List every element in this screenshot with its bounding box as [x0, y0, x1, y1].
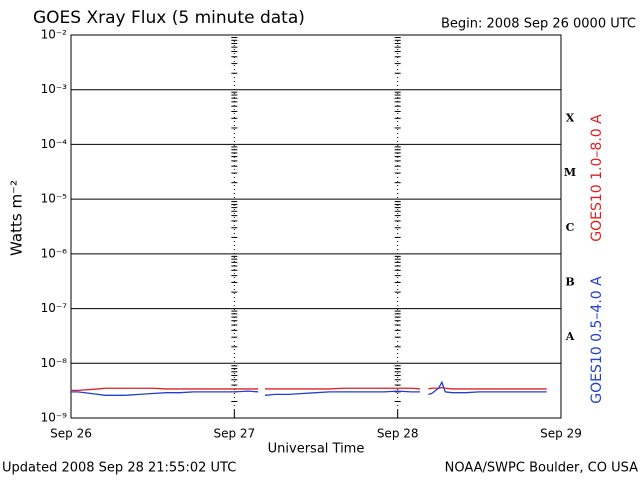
plot-frame [70, 34, 562, 419]
x-axis-label: Universal Time [268, 442, 365, 457]
class-label: X [566, 111, 575, 124]
y-tick-label: 10⁻³ [41, 82, 68, 96]
chart-title: GOES Xray Flux (5 minute data) [33, 8, 305, 28]
series-line [71, 386, 547, 392]
y-tick-label: 10⁻⁸ [41, 356, 68, 370]
y-axis-label: Watts m⁻² [8, 180, 26, 256]
x-tick-label: Sep 28 [377, 427, 419, 441]
y-tick-label: 10⁻⁵ [41, 192, 68, 206]
footer-right: NOAA/SWPC Boulder, CO USA [445, 461, 638, 476]
class-label: M [564, 166, 576, 179]
class-label: A [565, 330, 575, 343]
class-label: C [566, 221, 575, 234]
y-tick-label: 10⁻⁴ [41, 137, 68, 151]
y-tick-label: 10⁻⁶ [41, 246, 68, 260]
legend-entry: GOES10 1.0–8.0 A [589, 114, 605, 242]
y-tick-label: 10⁻² [41, 28, 68, 42]
class-label: B [565, 275, 574, 288]
x-tick-label: Sep 26 [50, 427, 92, 441]
footer-left: Updated 2008 Sep 28 21:55:02 UTC [2, 461, 236, 476]
y-tick-label: 10⁻⁷ [41, 301, 68, 315]
chart-subtitle: Begin: 2008 Sep 26 0000 UTC [441, 17, 636, 32]
y-tick-label: 10⁻⁹ [41, 411, 68, 425]
x-tick-label: Sep 29 [540, 427, 582, 441]
legend-entry: GOES10 0.5–4.0 A [589, 276, 605, 404]
x-tick-label: Sep 27 [213, 427, 255, 441]
series-line [71, 380, 547, 396]
